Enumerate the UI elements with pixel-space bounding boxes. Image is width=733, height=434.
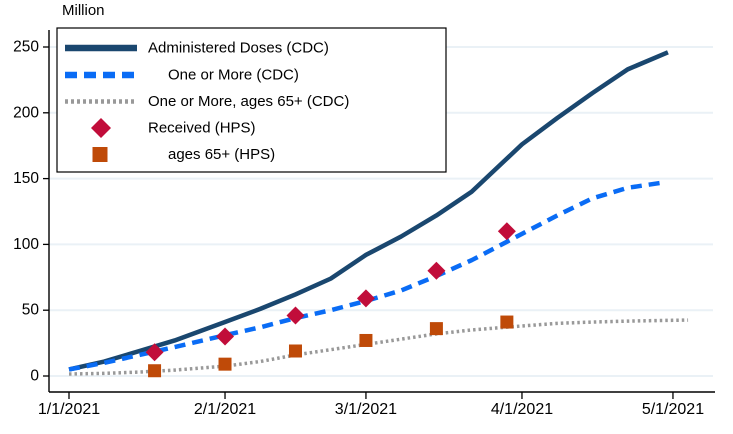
legend-label: ages 65+ (HPS) (168, 146, 275, 163)
series-line-administered-doses-cdc- (68, 50, 669, 372)
y-tick-label: 50 (22, 302, 40, 319)
legend-label: Administered Doses (CDC) (148, 40, 329, 57)
y-tick-label: 0 (30, 368, 39, 385)
square-marker (288, 344, 302, 358)
legend: Administered Doses (CDC) One or More (CDC… (56, 27, 447, 173)
y-tick-label: 150 (13, 170, 39, 187)
y-tick-label: 100 (13, 236, 39, 253)
series-markers-received-hps- (145, 222, 516, 362)
square-marker (359, 333, 373, 347)
diamond-marker (427, 261, 446, 280)
x-tick-label: 2/1/2021 (194, 401, 256, 418)
series-line-one-or-more-cdc- (68, 180, 664, 372)
x-tick-label: 5/1/2021 (642, 401, 704, 418)
diamond-marker (286, 306, 305, 325)
x-tick-label: 3/1/2021 (335, 401, 397, 418)
square-marker (429, 322, 443, 336)
diamond-marker (145, 343, 164, 362)
y-tick-label: 250 (13, 39, 39, 56)
y-axis-title: Million (62, 2, 105, 19)
diamond-marker (356, 289, 375, 308)
square-marker (148, 364, 162, 378)
series-line-one-or-more-ages-65-cdc- (68, 318, 689, 376)
x-tick-label: 1/1/2021 (38, 401, 100, 418)
square-marker (218, 357, 232, 371)
y-tick-label: 200 (13, 104, 39, 121)
legend-label: One or More, ages 65+ (CDC) (148, 93, 349, 110)
legend-label: One or More (CDC) (168, 67, 299, 84)
legend-label: Received (HPS) (148, 120, 256, 137)
legend-key-square (92, 147, 108, 162)
legend-key-diamond (91, 118, 111, 138)
series-markers-ages-65-hps- (148, 315, 514, 378)
axes: 0 50 100 150 200 250 1/1/2021 2/1/2021 3/1/2021 4… (13, 30, 715, 418)
diamond-marker (216, 327, 235, 346)
diamond-marker (497, 222, 516, 241)
x-tick-label: 4/1/2021 (491, 401, 553, 418)
square-marker (500, 315, 514, 329)
